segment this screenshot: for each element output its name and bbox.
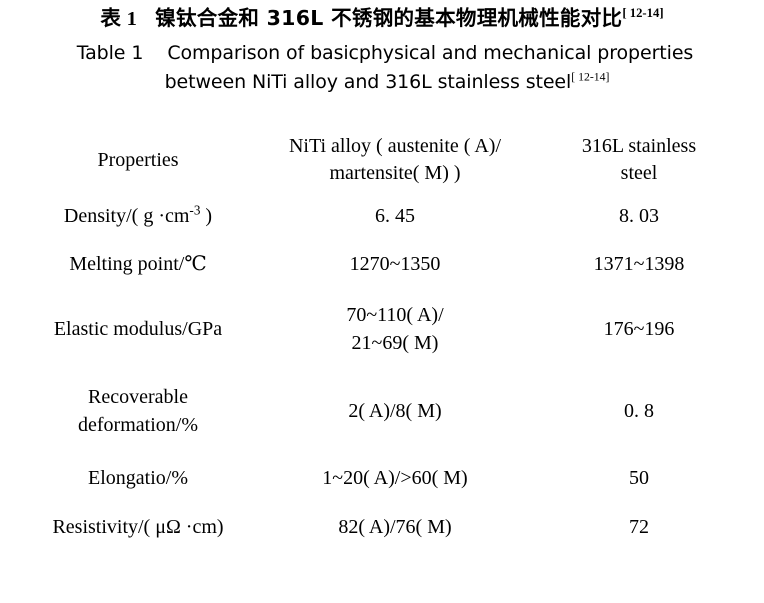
row-property-cell: Elongatio/% — [15, 452, 261, 502]
caption-english-line1-row: Table 1 Comparison of basicphysical and m… — [0, 39, 764, 68]
table-row: Recoverable deformation/% 2( A)/8( M) 0.… — [15, 370, 749, 453]
row-property-cell: Elastic modulus/GPa — [15, 290, 261, 370]
table-row: Resistivity/( μΩ ·cm) 82( A)/76( M) 72 — [15, 503, 749, 554]
caption-chinese-label: 表 1 — [100, 8, 138, 30]
row-property-label: Resistivity/( μΩ ·cm) — [52, 515, 224, 538]
caption-chinese-title: 镍钛合金和 316L 不锈钢的基本物理机械性能对比 — [155, 6, 623, 30]
row-ss316l-cell: 176~196 — [529, 290, 749, 370]
caption-english-label: Table 1 — [76, 41, 144, 64]
row-property-label-line2: deformation/% — [78, 413, 198, 436]
row-ss316l-cell: 1371~1398 — [529, 240, 749, 289]
row-ss316l-value: 176~196 — [603, 317, 675, 340]
row-ss316l-cell: 50 — [529, 452, 749, 502]
caption-english-line2-row: between NiTi alloy and 316L stainless st… — [0, 68, 764, 97]
row-property-label: Recoverable — [88, 385, 188, 408]
row-niti-cell: 70~110( A)/ 21~69( M) — [261, 290, 529, 370]
row-niti-value-line2: 21~69( M) — [351, 332, 439, 355]
column-header-niti: NiTi alloy ( austenite ( A)/ martensite(… — [261, 133, 529, 187]
table-row: Melting point/℃ 1270~1350 1371~1398 — [15, 240, 749, 289]
caption-chinese: 表 1 镍钛合金和 316L 不锈钢的基本物理机械性能对比[ 12-14] — [0, 0, 764, 30]
comparison-table-wrapper: Properties NiTi alloy ( austenite ( A)/ … — [15, 133, 749, 554]
row-niti-value: 82( A)/76( M) — [338, 515, 452, 538]
row-niti-cell: 1~20( A)/>60( M) — [261, 452, 529, 502]
table-row: Elongatio/% 1~20( A)/>60( M) 50 — [15, 452, 749, 502]
row-property-superscript: -3 — [189, 202, 201, 218]
table-header-row: Properties NiTi alloy ( austenite ( A)/ … — [15, 133, 749, 187]
row-niti-cell: 82( A)/76( M) — [261, 503, 529, 554]
column-header-properties-label: Properties — [97, 148, 179, 171]
row-property-cell: Recoverable deformation/% — [15, 370, 261, 453]
caption-english: Table 1 Comparison of basicphysical and m… — [0, 30, 764, 98]
row-property-text-post: ) — [200, 205, 213, 227]
row-ss316l-value: 72 — [629, 515, 649, 538]
caption-chinese-citation: [ 12-14] — [622, 6, 664, 21]
column-header-properties: Properties — [15, 133, 261, 187]
column-header-niti-line1: NiTi alloy ( austenite ( A)/ — [288, 135, 502, 157]
caption-english-line1: Comparison of basicphysical and mechanic… — [167, 41, 694, 64]
caption-english-citation: [ 12-14] — [571, 70, 610, 84]
row-niti-value: 1~20( A)/>60( M) — [322, 467, 468, 490]
column-header-ss316l-line2: steel — [620, 162, 658, 184]
row-niti-value: 70~110( A)/ — [346, 303, 444, 326]
row-niti-value: 2( A)/8( M) — [348, 399, 442, 422]
row-ss316l-value: 1371~1398 — [593, 253, 685, 276]
row-property-text: Density/( g ·cm — [63, 205, 190, 227]
row-ss316l-value: 50 — [629, 467, 649, 490]
row-niti-value: 1270~1350 — [349, 253, 441, 276]
comparison-table: Properties NiTi alloy ( austenite ( A)/ … — [15, 133, 749, 554]
row-ss316l-cell: 8. 03 — [529, 187, 749, 240]
row-niti-cell: 6. 45 — [261, 187, 529, 240]
row-property-label: Elongatio/% — [88, 467, 188, 490]
column-header-ss316l-line1: 316L stainless — [581, 135, 697, 157]
table-header: Properties NiTi alloy ( austenite ( A)/ … — [15, 133, 749, 187]
row-property-cell: Density/( g ·cm-3 ) — [15, 187, 261, 240]
row-property-cell: Resistivity/( μΩ ·cm) — [15, 503, 261, 554]
row-property-label: Density/( g ·cm-3 ) — [15, 202, 261, 230]
row-niti-value: 6. 45 — [375, 205, 415, 227]
row-ss316l-value: 0. 8 — [624, 399, 654, 422]
row-property-label: Melting point/℃ — [69, 253, 207, 276]
column-header-ss316l: 316L stainless steel — [529, 133, 749, 187]
row-niti-cell: 2( A)/8( M) — [261, 370, 529, 453]
table-caption: 表 1 镍钛合金和 316L 不锈钢的基本物理机械性能对比[ 12-14] Tab… — [0, 0, 764, 97]
row-property-label: Elastic modulus/GPa — [53, 317, 223, 340]
table-body: Density/( g ·cm-3 ) 6. 45 8. 03 Melting … — [15, 187, 749, 554]
table-row: Elastic modulus/GPa 70~110( A)/ 21~69( M… — [15, 290, 749, 370]
row-ss316l-cell: 0. 8 — [529, 370, 749, 453]
column-header-niti-line2: martensite( M) ) — [329, 162, 461, 184]
row-property-cell: Melting point/℃ — [15, 240, 261, 289]
table-row: Density/( g ·cm-3 ) 6. 45 8. 03 — [15, 187, 749, 240]
row-ss316l-value: 8. 03 — [619, 205, 659, 227]
caption-english-line2: between NiTi alloy and 316L stainless st… — [164, 70, 572, 93]
row-niti-cell: 1270~1350 — [261, 240, 529, 289]
row-ss316l-cell: 72 — [529, 503, 749, 554]
